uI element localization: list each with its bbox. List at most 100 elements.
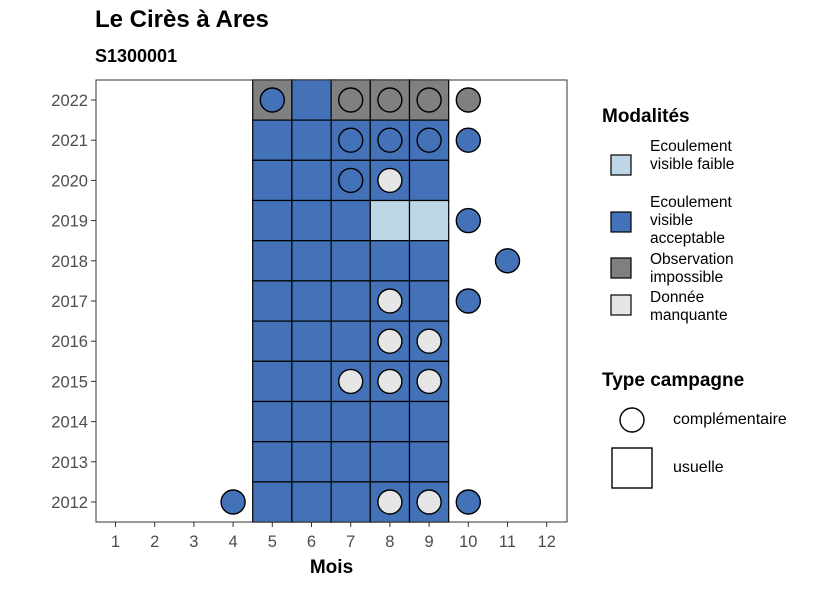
tile-2012-7 — [330, 481, 371, 523]
y-tick-label: 2012 — [51, 494, 88, 512]
x-tick-label: 7 — [346, 533, 355, 551]
tile-2013-9 — [408, 441, 450, 483]
x-tick-label: 9 — [425, 533, 434, 551]
x-axis-label: Mois — [310, 557, 353, 578]
tile-2019-8 — [369, 199, 411, 242]
tile-2017-9 — [408, 280, 450, 322]
point-2012-10 — [455, 489, 481, 515]
point-2021-10 — [455, 127, 481, 153]
legend-key-manquante — [610, 294, 632, 316]
legend-label-acceptable: Ecoulement visible acceptable — [650, 194, 732, 247]
point-2022-7 — [338, 87, 364, 113]
point-2018-11 — [494, 248, 521, 274]
tile-2021-6 — [291, 119, 332, 161]
point-2021-9 — [416, 127, 442, 153]
y-tick-label: 2016 — [51, 333, 88, 351]
x-tick-label: 4 — [229, 533, 238, 551]
tile-2016-6 — [291, 320, 332, 362]
point-2021-8 — [377, 127, 403, 153]
chart-title: Le Cirès à Ares — [95, 6, 269, 33]
legend-label-usuelle: usuelle — [673, 459, 724, 476]
tile-2015-6 — [291, 360, 332, 403]
tile-2018-9 — [408, 240, 450, 282]
point-2015-8 — [377, 368, 403, 395]
point-2022-5 — [259, 87, 285, 113]
x-tick-label: 8 — [385, 533, 394, 551]
y-tick-label: 2019 — [51, 213, 88, 231]
x-tick-label: 6 — [307, 533, 316, 551]
tile-2017-6 — [291, 280, 332, 322]
point-2022-9 — [416, 87, 442, 113]
tile-2019-7 — [330, 199, 371, 242]
legend-label-impossible: Observation impossible — [650, 251, 734, 286]
point-2022-8 — [377, 87, 403, 113]
tile-2014-6 — [291, 400, 332, 443]
tile-2019-9 — [408, 199, 450, 242]
y-tick-label: 2017 — [51, 293, 88, 311]
tile-2018-8 — [369, 240, 411, 282]
tile-2013-8 — [369, 441, 411, 483]
tile-2021-5 — [252, 119, 293, 161]
tile-2019-5 — [252, 199, 293, 242]
tile-2014-5 — [252, 400, 293, 443]
point-2017-10 — [455, 288, 481, 314]
legend-key-complementaire — [619, 407, 645, 433]
point-2016-9 — [416, 328, 442, 354]
tile-2016-5 — [252, 320, 293, 362]
legend-key-faible — [610, 154, 632, 176]
point-2019-10 — [455, 207, 481, 234]
legend-key-impossible — [610, 257, 632, 279]
tile-2013-5 — [252, 441, 293, 483]
y-tick-label: 2013 — [51, 454, 88, 472]
tile-2018-5 — [252, 240, 293, 282]
legend-key-usuelle — [611, 447, 653, 489]
legend-label-complementaire: complémentaire — [673, 411, 787, 428]
tile-2012-6 — [291, 481, 332, 523]
y-tick-label: 2020 — [51, 172, 88, 190]
tile-2017-5 — [252, 280, 293, 322]
legend-modalites-title: Modalités — [602, 106, 690, 127]
tile-2020-6 — [291, 159, 332, 202]
x-tick-label: 11 — [499, 533, 516, 551]
point-2012-4 — [220, 489, 246, 515]
x-tick-label: 10 — [459, 533, 477, 551]
legend-label-faible: Ecoulement visible faible — [650, 138, 735, 173]
tile-2018-6 — [291, 240, 332, 282]
x-tick-label: 2 — [150, 533, 159, 551]
point-2015-7 — [338, 368, 364, 395]
point-2012-8 — [377, 489, 403, 515]
tile-2012-5 — [252, 481, 293, 523]
y-tick-label: 2018 — [51, 253, 88, 271]
x-tick-label: 5 — [268, 533, 277, 551]
tile-2016-7 — [330, 320, 371, 362]
point-2017-8 — [377, 288, 403, 314]
legend-key-acceptable — [610, 211, 632, 233]
y-tick-label: 2021 — [51, 132, 88, 150]
tile-2014-7 — [330, 400, 371, 443]
chart-subtitle: S1300001 — [95, 46, 178, 66]
y-tick-label: 2022 — [51, 92, 88, 110]
tile-2014-9 — [408, 400, 450, 443]
tile-2020-9 — [408, 159, 450, 202]
point-2021-7 — [338, 127, 364, 153]
tile-2014-8 — [369, 400, 411, 443]
legend-label-manquante: Donnée manquante — [650, 289, 728, 324]
point-2015-9 — [416, 368, 442, 395]
tile-2017-7 — [330, 280, 371, 322]
point-2016-8 — [377, 328, 403, 354]
tile-2013-7 — [330, 441, 371, 483]
tile-2020-5 — [252, 159, 293, 202]
y-tick-label: 2015 — [51, 373, 88, 391]
point-2020-8 — [377, 167, 403, 194]
tile-2022-6 — [291, 79, 332, 121]
point-2012-9 — [416, 489, 442, 515]
legend-type-title: Type campagne — [602, 370, 745, 391]
x-tick-label: 1 — [111, 533, 120, 551]
point-2020-7 — [338, 167, 364, 194]
x-tick-label: 3 — [189, 533, 198, 551]
tile-2015-5 — [252, 360, 293, 403]
tile-2019-6 — [291, 199, 332, 242]
tile-2018-7 — [330, 240, 371, 282]
y-tick-label: 2014 — [51, 414, 88, 432]
